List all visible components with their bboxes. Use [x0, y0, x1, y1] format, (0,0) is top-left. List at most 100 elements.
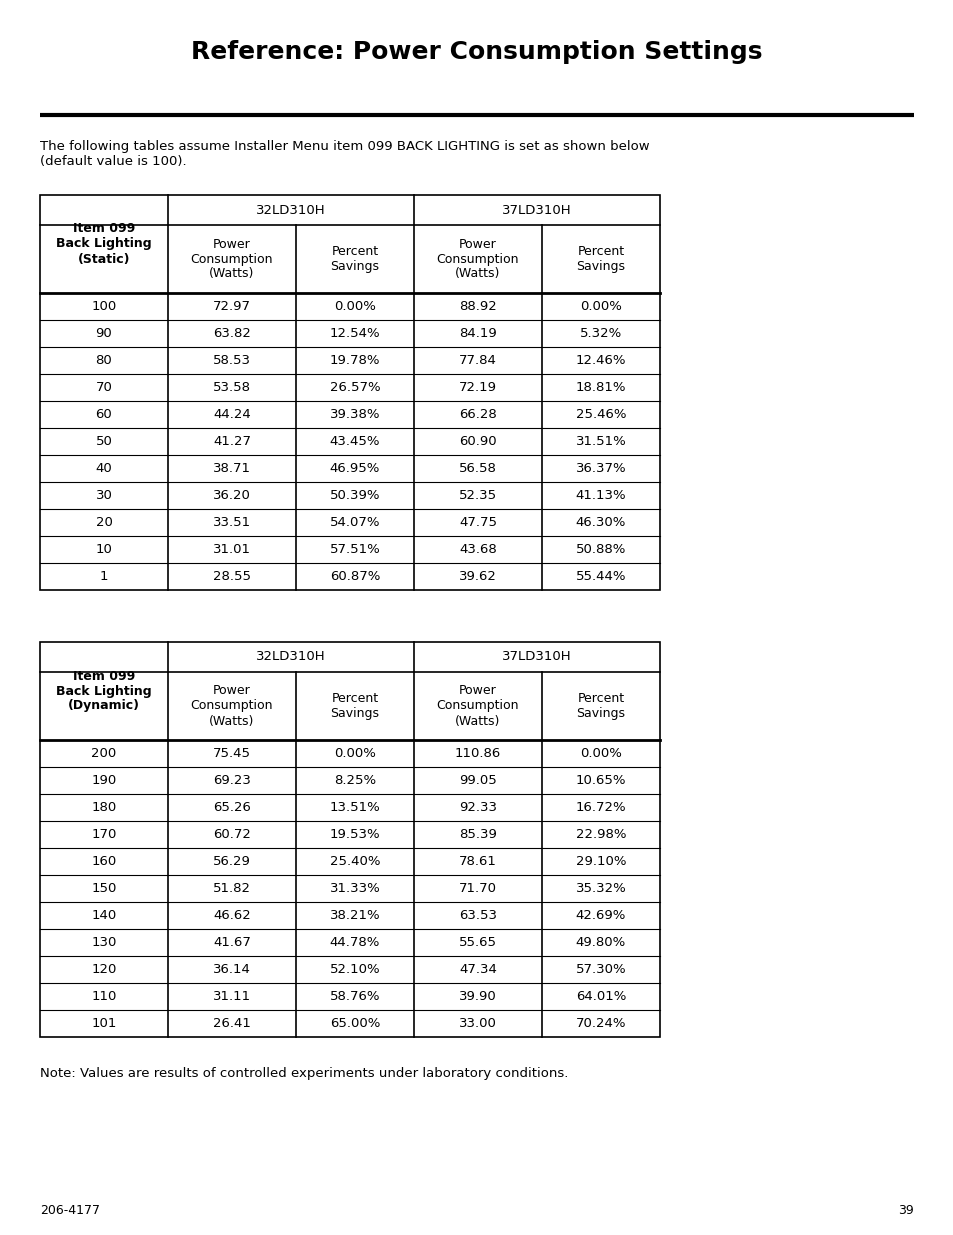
Text: 85.39: 85.39 [458, 827, 497, 841]
Text: 5.32%: 5.32% [579, 327, 621, 340]
Text: 56.58: 56.58 [458, 462, 497, 475]
Text: 10.65%: 10.65% [576, 774, 625, 787]
Text: 54.07%: 54.07% [330, 516, 380, 529]
Text: 63.82: 63.82 [213, 327, 251, 340]
Text: 101: 101 [91, 1016, 116, 1030]
Bar [40, 642, 659, 1037]
Text: 42.69%: 42.69% [576, 909, 625, 923]
Text: 41.67: 41.67 [213, 936, 251, 948]
Text: Item 099
Back Lighting
(Static): Item 099 Back Lighting (Static) [56, 222, 152, 266]
Text: 46.62: 46.62 [213, 909, 251, 923]
Text: 58.53: 58.53 [213, 354, 251, 367]
Text: 63.53: 63.53 [458, 909, 497, 923]
Text: 10: 10 [95, 543, 112, 556]
Text: 71.70: 71.70 [458, 882, 497, 895]
Text: 28.55: 28.55 [213, 571, 251, 583]
Text: 12.54%: 12.54% [330, 327, 380, 340]
Text: 43.45%: 43.45% [330, 435, 380, 448]
Text: 66.28: 66.28 [458, 408, 497, 421]
Text: 57.51%: 57.51% [330, 543, 380, 556]
Text: 36.14: 36.14 [213, 963, 251, 976]
Text: 22.98%: 22.98% [576, 827, 625, 841]
Text: 44.24: 44.24 [213, 408, 251, 421]
Text: 39: 39 [898, 1204, 913, 1216]
Text: 160: 160 [91, 855, 116, 868]
Text: The following tables assume Installer Menu item 099 BACK LIGHTING is set as show: The following tables assume Installer Me… [40, 140, 649, 168]
Text: 37LD310H: 37LD310H [501, 651, 571, 663]
Text: 8.25%: 8.25% [334, 774, 375, 787]
Text: 13.51%: 13.51% [330, 802, 380, 814]
Text: 69.23: 69.23 [213, 774, 251, 787]
Text: Power
Consumption
(Watts): Power Consumption (Watts) [191, 237, 273, 280]
Text: 72.19: 72.19 [458, 382, 497, 394]
Text: 52.35: 52.35 [458, 489, 497, 501]
Text: 31.33%: 31.33% [330, 882, 380, 895]
Text: 29.10%: 29.10% [576, 855, 625, 868]
Text: 20: 20 [95, 516, 112, 529]
Text: Power
Consumption
(Watts): Power Consumption (Watts) [436, 684, 518, 727]
Text: 26.57%: 26.57% [330, 382, 380, 394]
Text: 206-4177: 206-4177 [40, 1204, 100, 1216]
Text: Percent
Savings: Percent Savings [330, 245, 379, 273]
Text: 39.62: 39.62 [458, 571, 497, 583]
Text: 60.87%: 60.87% [330, 571, 380, 583]
Text: 50.39%: 50.39% [330, 489, 380, 501]
Text: 53.58: 53.58 [213, 382, 251, 394]
Text: 170: 170 [91, 827, 116, 841]
Text: 60: 60 [95, 408, 112, 421]
Text: 100: 100 [91, 300, 116, 312]
Text: 36.37%: 36.37% [575, 462, 626, 475]
Text: 58.76%: 58.76% [330, 990, 380, 1003]
Text: 25.46%: 25.46% [576, 408, 625, 421]
Text: 31.01: 31.01 [213, 543, 251, 556]
Text: 36.20: 36.20 [213, 489, 251, 501]
Text: 72.97: 72.97 [213, 300, 251, 312]
Text: 180: 180 [91, 802, 116, 814]
Text: 64.01%: 64.01% [576, 990, 625, 1003]
Text: 33.00: 33.00 [458, 1016, 497, 1030]
Text: 130: 130 [91, 936, 116, 948]
Text: 77.84: 77.84 [458, 354, 497, 367]
Text: 40: 40 [95, 462, 112, 475]
Text: 51.82: 51.82 [213, 882, 251, 895]
Text: 50.88%: 50.88% [576, 543, 625, 556]
Text: 47.75: 47.75 [458, 516, 497, 529]
Text: 38.71: 38.71 [213, 462, 251, 475]
Text: 19.53%: 19.53% [330, 827, 380, 841]
Text: 30: 30 [95, 489, 112, 501]
Text: 16.72%: 16.72% [575, 802, 626, 814]
Text: 46.95%: 46.95% [330, 462, 380, 475]
Text: 49.80%: 49.80% [576, 936, 625, 948]
Text: 46.30%: 46.30% [576, 516, 625, 529]
Text: 31.11: 31.11 [213, 990, 251, 1003]
Text: 55.44%: 55.44% [576, 571, 625, 583]
Text: 70.24%: 70.24% [576, 1016, 625, 1030]
Text: 110.86: 110.86 [455, 747, 500, 760]
Text: 75.45: 75.45 [213, 747, 251, 760]
Text: 41.13%: 41.13% [575, 489, 626, 501]
Text: 39.90: 39.90 [458, 990, 497, 1003]
Text: 39.38%: 39.38% [330, 408, 380, 421]
Text: 120: 120 [91, 963, 116, 976]
Text: 99.05: 99.05 [458, 774, 497, 787]
Text: 84.19: 84.19 [458, 327, 497, 340]
Text: Item 099
Back Lighting
(Dynamic): Item 099 Back Lighting (Dynamic) [56, 669, 152, 713]
Text: 19.78%: 19.78% [330, 354, 380, 367]
Text: 150: 150 [91, 882, 116, 895]
Text: 60.72: 60.72 [213, 827, 251, 841]
Text: Power
Consumption
(Watts): Power Consumption (Watts) [191, 684, 273, 727]
Text: 32LD310H: 32LD310H [256, 651, 326, 663]
Text: 32LD310H: 32LD310H [256, 204, 326, 216]
Bar [40, 195, 659, 590]
Text: Reference: Power Consumption Settings: Reference: Power Consumption Settings [191, 40, 762, 64]
Text: 37LD310H: 37LD310H [501, 204, 571, 216]
Text: 56.29: 56.29 [213, 855, 251, 868]
Text: Percent
Savings: Percent Savings [330, 692, 379, 720]
Text: 110: 110 [91, 990, 116, 1003]
Text: 1: 1 [100, 571, 108, 583]
Text: 78.61: 78.61 [458, 855, 497, 868]
Text: 0.00%: 0.00% [334, 747, 375, 760]
Text: 44.78%: 44.78% [330, 936, 380, 948]
Text: 26.41: 26.41 [213, 1016, 251, 1030]
Text: 92.33: 92.33 [458, 802, 497, 814]
